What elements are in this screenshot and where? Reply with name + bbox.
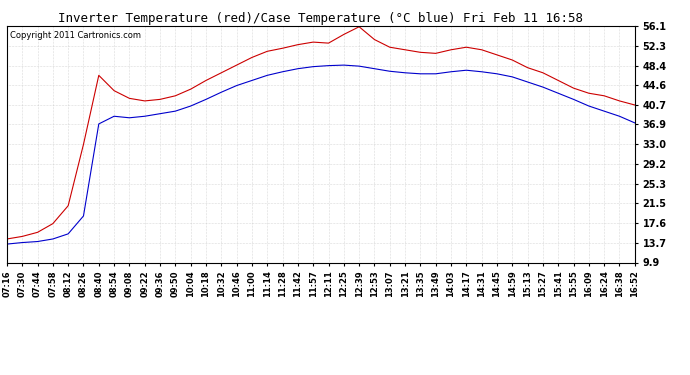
Title: Inverter Temperature (red)/Case Temperature (°C blue) Fri Feb 11 16:58: Inverter Temperature (red)/Case Temperat… <box>59 12 583 25</box>
Text: Copyright 2011 Cartronics.com: Copyright 2011 Cartronics.com <box>10 31 141 40</box>
